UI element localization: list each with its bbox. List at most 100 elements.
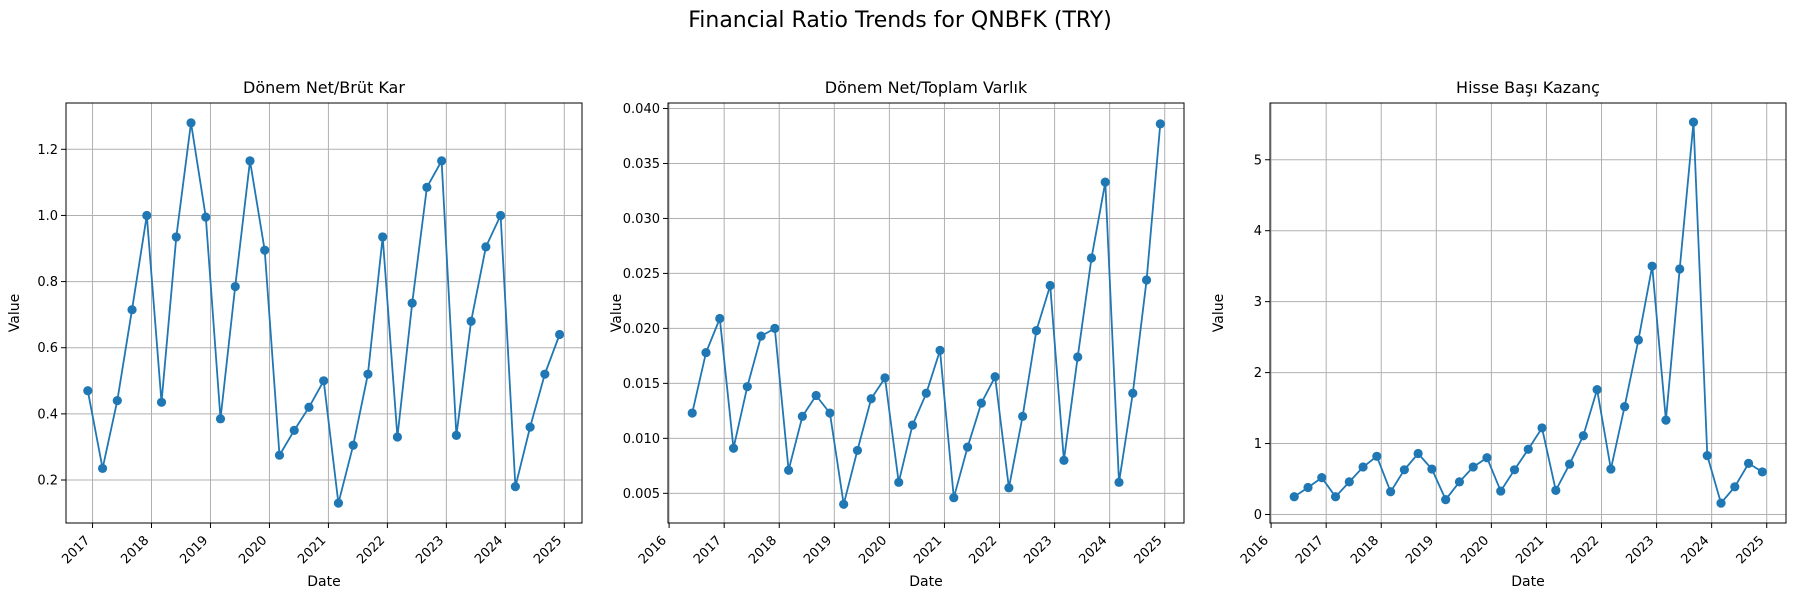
data-point: [962, 442, 973, 452]
data-point: [348, 440, 358, 450]
x-tick-label: 2025: [531, 533, 565, 567]
chart-title: Dönem Net/Toplam Varlık: [825, 78, 1028, 97]
x-tick-label: 2017: [59, 533, 93, 567]
data-point: [1716, 498, 1726, 508]
data-point: [466, 316, 476, 326]
data-point: [921, 388, 931, 398]
x-tick-label: 2024: [1076, 533, 1110, 567]
data-point: [797, 411, 807, 421]
data-point: [1303, 482, 1313, 493]
data-point: [1454, 477, 1465, 487]
data-point: [1100, 177, 1110, 187]
x-tick-label: 2022: [966, 533, 1000, 567]
data-point: [1317, 472, 1327, 483]
data-point: [1620, 402, 1630, 412]
series-line: [691, 123, 1162, 505]
data-point: [1358, 462, 1368, 472]
y-axis-label: Value: [609, 294, 625, 332]
x-tick-label: 2020: [236, 533, 270, 567]
data-point: [1496, 486, 1506, 496]
data-point: [1128, 388, 1138, 398]
data-point: [215, 414, 226, 424]
x-tick-label: 2020: [1458, 533, 1492, 567]
data-point: [1564, 459, 1575, 469]
chart-panel-2: 2016 2017 2018 2019 2020 2021 2022 2023 2024 2025…: [609, 78, 1185, 590]
data-point: [156, 397, 167, 407]
data-point: [274, 450, 285, 460]
data-point: [1647, 261, 1657, 271]
data-point: [894, 477, 904, 487]
x-tick-label: 2024: [1678, 533, 1712, 567]
x-tick-label: 2021: [1513, 533, 1547, 567]
data-point: [1386, 487, 1396, 497]
x-tick-label: 2021: [295, 533, 329, 567]
data-point: [171, 232, 181, 242]
data-point: [1427, 464, 1437, 474]
data-point: [510, 482, 520, 492]
y-tick-label: 0.2: [37, 474, 58, 489]
x-tick-label: 2024: [472, 533, 506, 567]
y-tick-label: 0.030: [623, 212, 660, 227]
data-point: [1059, 455, 1069, 465]
data-point: [839, 499, 849, 509]
chart-panel-1: 2017 2018 2019 2020 2021 2022 2023 2024 2025 0.2 0…: [7, 78, 583, 590]
data-point: [935, 345, 945, 355]
y-tick-label: 0.040: [623, 102, 660, 117]
data-point: [451, 430, 461, 440]
data-point: [1413, 448, 1423, 459]
data-point: [1633, 335, 1644, 345]
data-point: [1482, 453, 1492, 463]
y-tick-label: 0.020: [623, 322, 660, 337]
data-point: [127, 305, 137, 315]
y-tick-label: 0.015: [623, 377, 660, 392]
data-point: [201, 212, 211, 222]
data-point: [1330, 492, 1341, 502]
data-point: [1441, 494, 1451, 505]
x-tick-label: 2019: [801, 533, 835, 567]
x-tick-label: 2025: [1132, 533, 1166, 567]
data-point: [687, 408, 697, 418]
data-point: [1141, 275, 1152, 285]
data-point: [880, 373, 890, 383]
data-point: [990, 372, 1000, 382]
data-point: [304, 402, 314, 412]
data-point: [742, 382, 752, 392]
data-point: [866, 394, 876, 404]
data-point: [496, 210, 506, 221]
data-point: [260, 245, 270, 255]
y-tick-label: 0.025: [623, 267, 660, 282]
x-tick-label: 2025: [1734, 533, 1768, 567]
x-tick-label: 2022: [354, 533, 388, 567]
data-point: [1344, 477, 1354, 487]
data-point: [949, 493, 959, 503]
data-point: [756, 331, 766, 341]
data-point: [363, 369, 373, 379]
y-tick-label: 0: [1254, 508, 1262, 523]
data-point: [1675, 264, 1685, 274]
data-point: [1606, 464, 1616, 474]
x-axis-label: Date: [1511, 574, 1544, 590]
x-tick-label: 2023: [1623, 533, 1657, 567]
data-point: [1289, 492, 1299, 502]
data-point: [319, 376, 329, 386]
data-point: [1086, 253, 1097, 263]
data-point: [728, 443, 739, 453]
data-point: [97, 463, 108, 474]
y-tick-label: 4: [1254, 224, 1262, 239]
y-axis-label: Value: [7, 294, 23, 332]
x-tick-label: 2023: [1021, 533, 1055, 567]
x-tick-label: 2019: [177, 533, 211, 567]
y-tick-label: 1: [1254, 437, 1262, 452]
data-point: [1372, 451, 1382, 461]
data-point: [422, 182, 432, 192]
data-point: [525, 422, 535, 432]
series-line: [86, 122, 561, 504]
data-point: [481, 242, 491, 252]
data-point: [1468, 462, 1478, 472]
y-axis-label: Value: [1211, 294, 1227, 332]
data-point: [976, 398, 986, 408]
x-tick-label: 2018: [118, 533, 152, 567]
data-point: [1509, 465, 1520, 475]
y-tick-label: 0.035: [623, 157, 660, 172]
axes-frame: [667, 102, 1185, 524]
